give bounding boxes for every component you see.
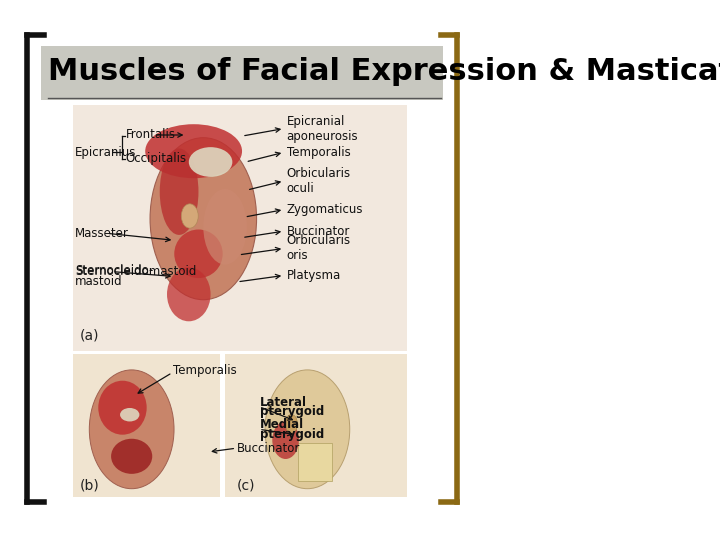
Text: Orbicularis
oris: Orbicularis oris xyxy=(287,234,351,262)
Ellipse shape xyxy=(120,408,140,421)
Text: Orbicularis
oculi: Orbicularis oculi xyxy=(287,167,351,195)
Ellipse shape xyxy=(145,124,242,178)
Ellipse shape xyxy=(167,267,210,321)
Text: (a): (a) xyxy=(80,329,99,343)
Ellipse shape xyxy=(174,230,222,278)
Ellipse shape xyxy=(272,421,299,459)
Text: Sternocleido-: Sternocleido- xyxy=(75,264,153,276)
Ellipse shape xyxy=(189,147,233,177)
FancyBboxPatch shape xyxy=(297,443,332,481)
FancyBboxPatch shape xyxy=(73,105,407,351)
Text: Frontalis: Frontalis xyxy=(126,129,176,141)
Text: Buccinator: Buccinator xyxy=(237,442,300,455)
Text: pterygoid: pterygoid xyxy=(260,405,324,418)
Ellipse shape xyxy=(181,204,198,228)
Ellipse shape xyxy=(160,148,199,235)
Text: Lateral: Lateral xyxy=(260,396,307,409)
FancyBboxPatch shape xyxy=(73,354,220,497)
Ellipse shape xyxy=(285,415,297,433)
Text: pterygoid: pterygoid xyxy=(260,428,324,441)
Text: Occipitalis: Occipitalis xyxy=(126,152,187,165)
Text: (c): (c) xyxy=(237,478,256,492)
Ellipse shape xyxy=(98,381,147,435)
Text: Temporalis: Temporalis xyxy=(174,364,237,377)
Text: Sternocleidomastoid: Sternocleidomastoid xyxy=(75,265,197,278)
Text: Medial: Medial xyxy=(260,418,304,431)
Text: Epicranial
aponeurosis: Epicranial aponeurosis xyxy=(287,114,358,143)
FancyBboxPatch shape xyxy=(225,354,407,497)
Text: Epicranius: Epicranius xyxy=(75,146,136,159)
Text: Platysma: Platysma xyxy=(287,269,341,282)
Text: Muscles of Facial Expression & Mastication: Muscles of Facial Expression & Masticati… xyxy=(48,57,720,86)
Text: Temporalis: Temporalis xyxy=(287,146,351,159)
Ellipse shape xyxy=(150,138,256,300)
Text: mastoid: mastoid xyxy=(75,275,122,288)
FancyBboxPatch shape xyxy=(41,46,443,100)
Text: Zygomaticus: Zygomaticus xyxy=(287,203,363,216)
Text: (b): (b) xyxy=(80,478,99,492)
Ellipse shape xyxy=(265,370,350,489)
Ellipse shape xyxy=(203,189,247,265)
Text: Buccinator: Buccinator xyxy=(287,225,350,238)
Text: Masseter: Masseter xyxy=(75,227,129,240)
Ellipse shape xyxy=(89,370,174,489)
Ellipse shape xyxy=(111,438,152,474)
